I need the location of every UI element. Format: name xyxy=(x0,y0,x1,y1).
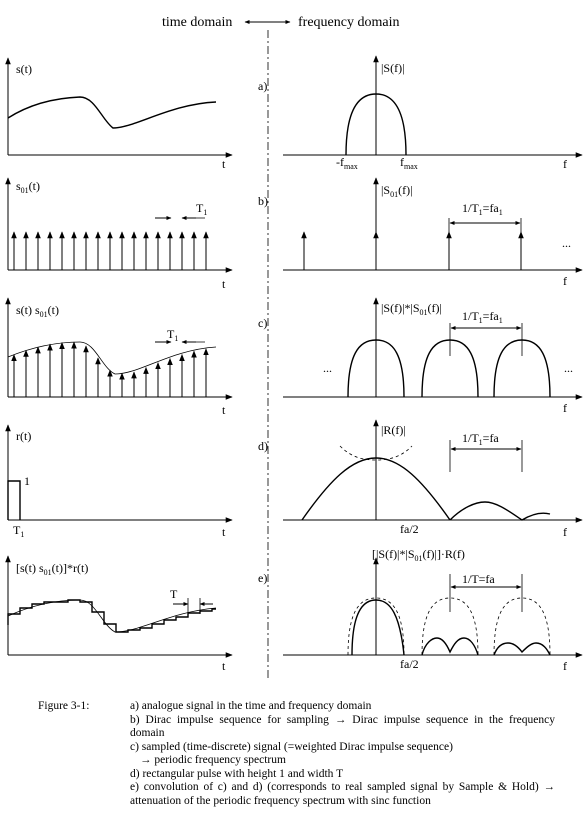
spacing-label: 1/T1=fa1 xyxy=(462,201,503,217)
f-axis-label: f xyxy=(563,274,567,288)
t-axis-label: t xyxy=(222,525,226,539)
time-label: [s(t) s01(t)]*r(t) xyxy=(16,561,88,577)
ellipsis-right: ... xyxy=(564,361,573,375)
time-label: s(t) xyxy=(16,62,32,76)
spacing-label: 1/T1=fa1 xyxy=(462,309,503,325)
caption-items: a) analogue signal in the time and frequ… xyxy=(130,700,555,808)
freq-label: |S01(f)| xyxy=(381,183,412,199)
envelope-curve xyxy=(7,599,217,633)
attenuated-side-lobe xyxy=(493,642,551,656)
attenuated-main-lobe xyxy=(351,599,405,656)
half-fa-label: fa/2 xyxy=(400,522,419,536)
attenuated-side-lobe xyxy=(421,637,479,656)
caption-item-c: c) sampled (time-discrete) signal (=weig… xyxy=(130,740,453,753)
weighted-impulse-train xyxy=(11,341,209,397)
freq-label: |R(f)| xyxy=(381,423,406,437)
f-axis-label: f xyxy=(563,401,567,415)
analogue-signal-curve xyxy=(7,96,217,129)
ellipsis: ... xyxy=(562,236,571,250)
spacing-label: 1/T=fa xyxy=(462,572,495,586)
period-label: T1 xyxy=(196,201,207,217)
t-axis-label: t xyxy=(222,659,226,673)
caption-item-e: e) convolution of c) and d) (corresponds… xyxy=(130,781,555,807)
t-axis-label: t xyxy=(222,277,226,291)
freq-label: |S(f)| xyxy=(381,61,404,75)
spectrum-lobe xyxy=(347,339,405,398)
time-label: r(t) xyxy=(16,429,31,443)
caption-item-c-cont: → periodic frequency spectrum xyxy=(140,754,286,766)
rectangular-pulse xyxy=(7,480,21,520)
marker-d: d) xyxy=(258,439,268,453)
marker-c: c) xyxy=(258,316,267,330)
marker-e: e) xyxy=(258,571,267,585)
row-b: b) s01(t) t T1 |S01(f)| f 1/T1=fa1 ... xyxy=(5,177,583,291)
row-c: c) s(t) s01(t) t T1 |S(f)|*|S01(f)| f 1/… xyxy=(5,297,583,417)
caption-item-b: b) Dirac impulse sequence for sampling →… xyxy=(130,713,555,740)
marker-a: a) xyxy=(258,79,267,93)
period-label: T xyxy=(170,587,178,601)
pulse-height-label: 1 xyxy=(24,474,30,488)
row-a: a) s(t) t |S(f)| f -fmax fmax xyxy=(5,55,583,171)
freq-label: [|S(f)|*|S01(f)|]·R(f) xyxy=(372,547,465,563)
t-axis-label: t xyxy=(222,403,226,417)
t-axis-label: t xyxy=(222,157,226,171)
f-axis-label: f xyxy=(563,659,567,673)
header-time-domain: time domain xyxy=(162,15,232,30)
f-axis-label: f xyxy=(563,525,567,539)
sample-and-hold-staircase xyxy=(7,599,216,633)
row-e: e) [s(t) s01(t)]*r(t) t T [|S(f)|*|S01(f… xyxy=(5,547,583,673)
period-label: T1 xyxy=(167,327,178,343)
pulse-width-label: T1 xyxy=(13,523,24,539)
f-axis-label: f xyxy=(563,157,567,171)
sampling-figure: time domain frequency domain a) s(t) t |… xyxy=(5,15,583,680)
row-d: d) r(t) t 1 T1 |R(f)| f 1/T1=fa fa/2 xyxy=(5,419,583,539)
caption-title: Figure 3-1: xyxy=(38,700,90,712)
spacing-label: 1/T1=fa xyxy=(462,431,499,447)
caption-item-d: d) rectangular pulse with height 1 and w… xyxy=(130,767,344,780)
sinc-main-lobe xyxy=(301,457,451,521)
ellipsis-left: ... xyxy=(323,361,332,375)
sinc-dotted-extension xyxy=(339,445,413,461)
sinc-side-lobes xyxy=(449,501,551,521)
half-fa-label: fa/2 xyxy=(400,657,419,671)
envelope-curve xyxy=(7,341,217,375)
caption-item-a: a) analogue signal in the time and frequ… xyxy=(130,700,372,712)
time-label: s01(t) xyxy=(16,179,40,195)
time-label: s(t) s01(t) xyxy=(16,303,59,319)
fmax-label: fmax xyxy=(400,155,418,171)
freq-label: |S(f)|*|S01(f)| xyxy=(381,301,442,317)
dirac-impulse-train xyxy=(11,231,209,270)
spectrum-lobe xyxy=(345,93,407,156)
header-frequency-domain: frequency domain xyxy=(298,15,399,30)
neg-fmax-label: -fmax xyxy=(336,155,358,171)
marker-b: b) xyxy=(258,194,268,208)
